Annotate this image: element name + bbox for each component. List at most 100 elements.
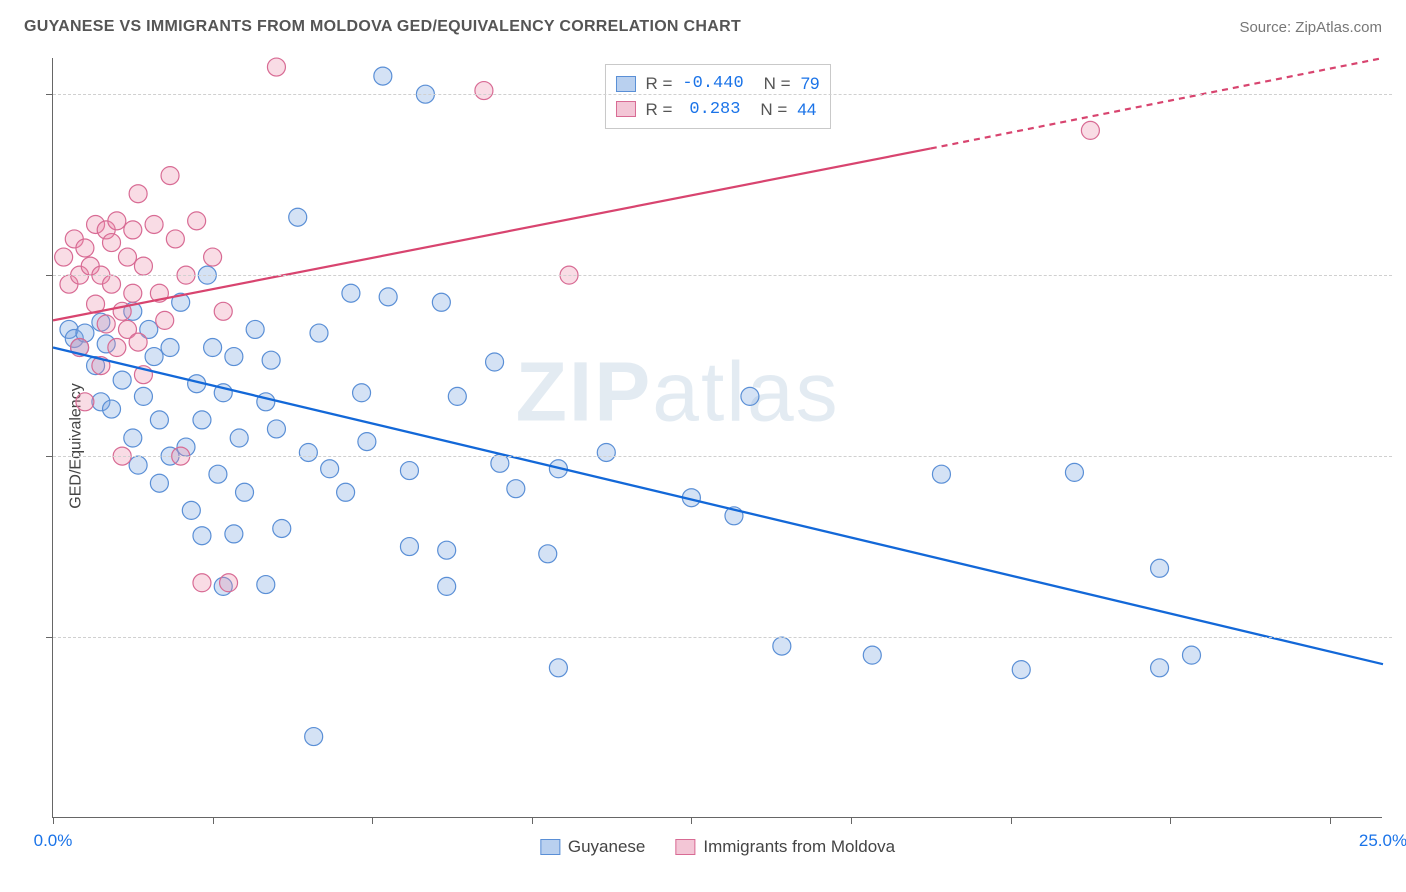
scatter-point (134, 387, 152, 405)
scatter-point (103, 234, 121, 252)
x-tick (851, 817, 852, 824)
scatter-point (257, 576, 275, 594)
trend-line-dashed (931, 58, 1383, 148)
stat-r-label: R = (645, 97, 672, 123)
scatter-point (156, 311, 174, 329)
scatter-point (438, 541, 456, 559)
x-tick (372, 817, 373, 824)
scatter-point (103, 400, 121, 418)
scatter-point (353, 384, 371, 402)
scatter-point (337, 483, 355, 501)
stat-n-value: 79 (801, 71, 820, 97)
scatter-point (236, 483, 254, 501)
scatter-point (193, 527, 211, 545)
x-tick (1011, 817, 1012, 824)
scatter-point (358, 433, 376, 451)
scatter-point (374, 67, 392, 85)
scatter-point (193, 574, 211, 592)
scatter-point (214, 302, 232, 320)
scatter-point (310, 324, 328, 342)
plot-area: ZIPatlas R =-0.440N =79R =0.283N =44 Guy… (52, 58, 1382, 818)
scatter-point (129, 185, 147, 203)
scatter-point (267, 58, 285, 76)
y-tick (46, 637, 53, 638)
x-tick (1170, 817, 1171, 824)
scatter-point (507, 480, 525, 498)
data-layer (53, 58, 1382, 817)
scatter-point (1182, 646, 1200, 664)
scatter-point (108, 212, 126, 230)
stat-r-value: -0.440 (682, 71, 743, 97)
scatter-point (76, 239, 94, 257)
scatter-point (1065, 463, 1083, 481)
scatter-point (145, 215, 163, 233)
scatter-point (166, 230, 184, 248)
x-tick (1330, 817, 1331, 824)
scatter-point (225, 348, 243, 366)
scatter-point (230, 429, 248, 447)
stat-n-label: N = (760, 97, 787, 123)
scatter-point (400, 538, 418, 556)
scatter-point (246, 320, 264, 338)
scatter-point (124, 221, 142, 239)
x-tick (213, 817, 214, 824)
scatter-point (1151, 659, 1169, 677)
stat-n-value: 44 (797, 97, 816, 123)
y-tick-label: 70.0% (1390, 627, 1406, 647)
scatter-point (438, 577, 456, 595)
scatter-point (289, 208, 307, 226)
scatter-point (118, 248, 136, 266)
scatter-point (161, 167, 179, 185)
x-tick (532, 817, 533, 824)
legend-item: Guyanese (540, 837, 646, 857)
stats-legend-row: R = 0.283 N = 44 (615, 97, 819, 123)
scatter-point (400, 462, 418, 480)
scatter-point (124, 284, 142, 302)
x-tick-label: 25.0% (1359, 831, 1406, 851)
scatter-point (773, 637, 791, 655)
legend-swatch (615, 101, 635, 117)
chart-title: GUYANESE VS IMMIGRANTS FROM MOLDOVA GED/… (24, 18, 741, 36)
scatter-point (448, 387, 466, 405)
x-tick (53, 817, 54, 824)
scatter-point (539, 545, 557, 563)
scatter-point (262, 351, 280, 369)
scatter-point (475, 82, 493, 100)
scatter-point (597, 443, 615, 461)
stat-r-value: 0.283 (682, 97, 740, 123)
scatter-point (1151, 559, 1169, 577)
series-legend: Guyanese Immigrants from Moldova (540, 837, 895, 857)
scatter-point (273, 519, 291, 537)
legend-swatch (675, 839, 695, 855)
legend-label: Immigrants from Moldova (703, 837, 895, 857)
stats-legend: R = -0.440 N = 79R = 0.283 N = 44 (604, 64, 830, 129)
scatter-point (486, 353, 504, 371)
scatter-point (220, 574, 238, 592)
scatter-point (305, 728, 323, 746)
trend-line (53, 348, 1383, 665)
scatter-point (741, 387, 759, 405)
scatter-point (1081, 121, 1099, 139)
scatter-point (134, 257, 152, 275)
stat-n-label: N = (764, 71, 791, 97)
scatter-point (1012, 661, 1030, 679)
scatter-point (321, 460, 339, 478)
scatter-point (150, 411, 168, 429)
gridline-h (53, 275, 1392, 276)
y-tick-label: 100.0% (1390, 84, 1406, 104)
gridline-h (53, 456, 1392, 457)
scatter-point (299, 443, 317, 461)
x-tick-label: 0.0% (34, 831, 73, 851)
scatter-point (108, 339, 126, 357)
gridline-h (53, 637, 1392, 638)
scatter-point (76, 393, 94, 411)
scatter-point (204, 248, 222, 266)
scatter-point (188, 212, 206, 230)
scatter-point (182, 501, 200, 519)
legend-item: Immigrants from Moldova (675, 837, 895, 857)
scatter-point (145, 348, 163, 366)
scatter-point (267, 420, 285, 438)
legend-label: Guyanese (568, 837, 646, 857)
scatter-point (432, 293, 450, 311)
scatter-point (161, 339, 179, 357)
